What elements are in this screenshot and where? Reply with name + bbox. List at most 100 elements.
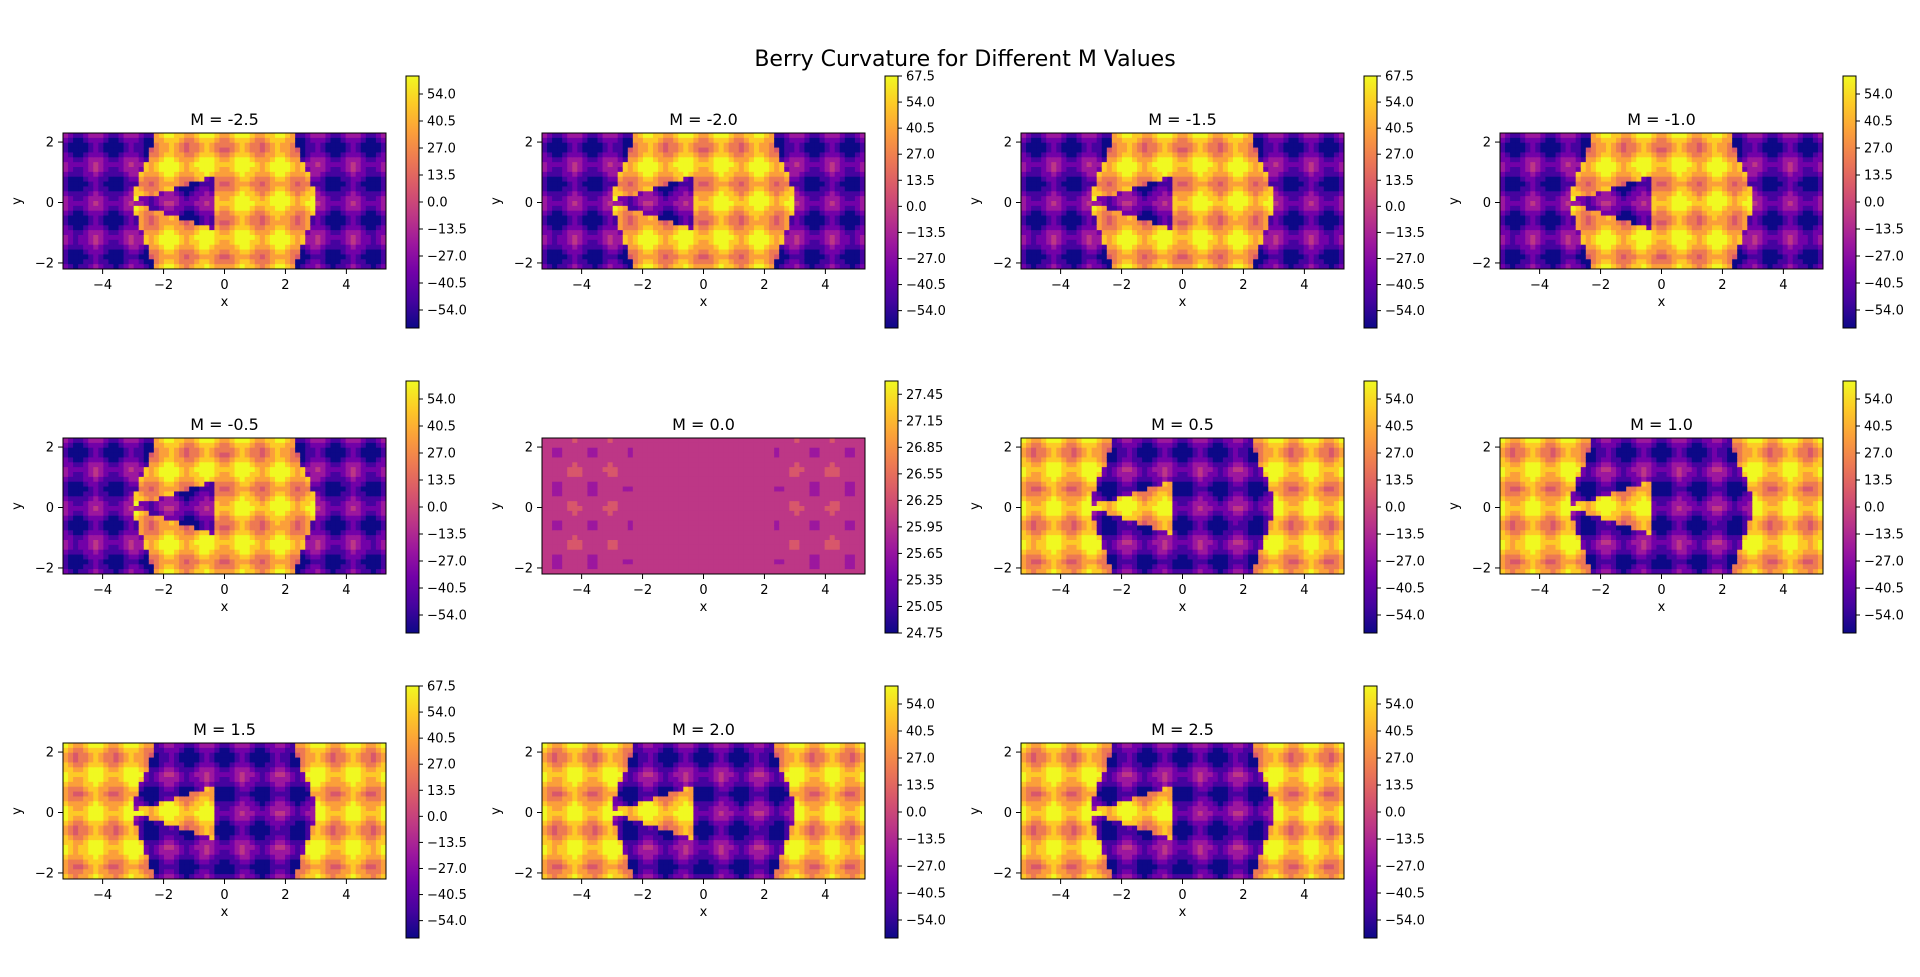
colorbar xyxy=(1363,75,1378,329)
y-tick-label: 2 xyxy=(525,136,533,151)
x-tick-label: 2 xyxy=(1718,278,1726,293)
y-axis-label: y xyxy=(10,197,25,205)
y-axis-label: y xyxy=(968,807,983,815)
colorbar-tick-label: −54.0 xyxy=(1864,609,1904,624)
y-tick-label: 0 xyxy=(525,806,533,821)
colorbar-tick-label: 0.0 xyxy=(1864,196,1885,211)
colorbar-tick-label: 40.5 xyxy=(427,115,456,130)
colorbar-tick-label: −27.0 xyxy=(427,555,467,570)
colorbar-tick-label: 25.65 xyxy=(906,547,943,562)
x-tick-label: 0 xyxy=(220,583,228,598)
colorbar-tick-label: 0.0 xyxy=(1385,501,1406,516)
x-axis-label: x xyxy=(1658,600,1666,615)
x-tick-label: −2 xyxy=(154,583,173,598)
heatmap-image xyxy=(1021,133,1344,269)
subplot-title: M = -1.5 xyxy=(1148,110,1217,129)
x-tick-label: 2 xyxy=(1239,583,1247,598)
x-tick-label: 0 xyxy=(699,888,707,903)
subplot-title: M = -1.0 xyxy=(1627,110,1696,129)
colorbar-tick-label: 0.0 xyxy=(427,196,448,211)
colorbar-tick-label: −54.0 xyxy=(906,914,946,929)
x-tick-label: 0 xyxy=(1178,583,1186,598)
colorbar-tick-label: 25.95 xyxy=(906,520,943,535)
colorbar-tick-label: −27.0 xyxy=(1385,860,1425,875)
colorbar-tick-label: −13.5 xyxy=(1385,833,1425,848)
colorbar xyxy=(405,685,420,939)
colorbar-tick-label: 67.5 xyxy=(427,680,456,695)
x-tick-label: 0 xyxy=(699,583,707,598)
y-axis-label: y xyxy=(10,502,25,510)
y-tick-label: 0 xyxy=(46,501,54,516)
colorbar-tick-label: 0.0 xyxy=(1864,501,1885,516)
y-axis-label: y xyxy=(1447,197,1462,205)
subplot-title: M = 1.5 xyxy=(193,720,256,739)
subplot: M = -0.5 −4 −2 0 2 4 −2 0 2 x y 54.0 40.5 27.0 13.5 0.0… xyxy=(10,380,467,634)
colorbar-tick-label: 27.0 xyxy=(1385,148,1414,163)
colorbar-tick-label: −27.0 xyxy=(427,862,467,877)
x-tick-label: −4 xyxy=(1530,278,1549,293)
x-axis-label: x xyxy=(221,905,229,920)
colorbar xyxy=(1842,75,1857,329)
colorbar-tick-label: 0.0 xyxy=(906,200,927,215)
y-tick-label: −2 xyxy=(1472,256,1491,271)
y-axis-label: y xyxy=(10,807,25,815)
y-tick-label: −2 xyxy=(514,561,533,576)
subplot: M = -1.0 −4 −2 0 2 4 −2 0 2 x y 54.0 40.5 27.0 13.5 0.0… xyxy=(1447,75,1904,329)
x-tick-label: 4 xyxy=(821,278,829,293)
colorbar-tick-label: 13.5 xyxy=(427,169,456,184)
colorbar-tick-label: −54.0 xyxy=(1385,304,1425,319)
colorbar xyxy=(1363,380,1378,634)
heatmap-image xyxy=(1021,743,1344,879)
x-tick-label: −2 xyxy=(1112,888,1131,903)
x-tick-label: −4 xyxy=(1051,278,1070,293)
x-tick-label: 0 xyxy=(220,278,228,293)
x-tick-label: −4 xyxy=(93,583,112,598)
colorbar-tick-label: 13.5 xyxy=(1864,169,1893,184)
panels: M = -2.5 −4 −2 0 2 4 −2 0 2 x y 54.0 40.5 27.0 13.5 0.0… xyxy=(10,70,1904,939)
colorbar-tick-label: −27.0 xyxy=(1385,252,1425,267)
heatmap-image xyxy=(63,743,386,879)
colorbar-tick-label: 40.5 xyxy=(1864,420,1893,435)
y-tick-label: 0 xyxy=(1004,501,1012,516)
colorbar xyxy=(884,75,899,329)
heatmap-image xyxy=(542,743,865,879)
x-tick-label: −4 xyxy=(93,278,112,293)
colorbar-tick-label: 27.0 xyxy=(1385,447,1414,462)
colorbar xyxy=(1842,380,1857,634)
y-tick-label: 2 xyxy=(46,746,54,761)
y-tick-label: 0 xyxy=(1483,501,1491,516)
y-axis-label: y xyxy=(1447,502,1462,510)
x-tick-label: 0 xyxy=(699,278,707,293)
x-tick-label: 4 xyxy=(342,888,350,903)
x-tick-label: 4 xyxy=(342,278,350,293)
x-tick-label: −2 xyxy=(633,583,652,598)
colorbar-tick-label: −13.5 xyxy=(1864,223,1904,238)
x-tick-label: −2 xyxy=(1112,583,1131,598)
figure-title: Berry Curvature for Different M Values xyxy=(754,47,1175,72)
colorbar-tick-label: 54.0 xyxy=(1385,393,1414,408)
colorbar-tick-label: −13.5 xyxy=(1385,226,1425,241)
y-tick-label: −2 xyxy=(35,256,54,271)
y-tick-label: 2 xyxy=(1004,441,1012,456)
colorbar-tick-label: 54.0 xyxy=(427,88,456,103)
x-tick-label: −2 xyxy=(1591,583,1610,598)
subplot: M = 2.0 −4 −2 0 2 4 −2 0 2 x y 54.0 40.5 27.0 13.5 0.0 −… xyxy=(489,685,946,939)
colorbar-tick-label: 54.0 xyxy=(427,393,456,408)
x-tick-label: 2 xyxy=(1718,583,1726,598)
colorbar-tick-label: 27.0 xyxy=(427,758,456,773)
colorbar-tick-label: 40.5 xyxy=(906,725,935,740)
colorbar-tick-label: −54.0 xyxy=(1385,914,1425,929)
x-tick-label: 2 xyxy=(1239,888,1247,903)
colorbar-tick-label: 54.0 xyxy=(1864,88,1893,103)
subplot: M = -2.0 −4 −2 0 2 4 −2 0 2 x y 67.5 54.0 40.5 27.0 13.… xyxy=(489,70,946,329)
colorbar-tick-label: 27.0 xyxy=(427,447,456,462)
colorbar-tick-label: −27.0 xyxy=(1385,555,1425,570)
colorbar-tick-label: 13.5 xyxy=(1864,474,1893,489)
colorbar-tick-label: 40.5 xyxy=(906,122,935,137)
y-axis-label: y xyxy=(489,807,504,815)
x-tick-label: 4 xyxy=(821,888,829,903)
x-tick-label: 2 xyxy=(760,278,768,293)
colorbar-tick-label: 67.5 xyxy=(906,70,935,85)
colorbar-tick-label: 24.75 xyxy=(906,627,943,642)
heatmap-image xyxy=(1500,438,1823,574)
